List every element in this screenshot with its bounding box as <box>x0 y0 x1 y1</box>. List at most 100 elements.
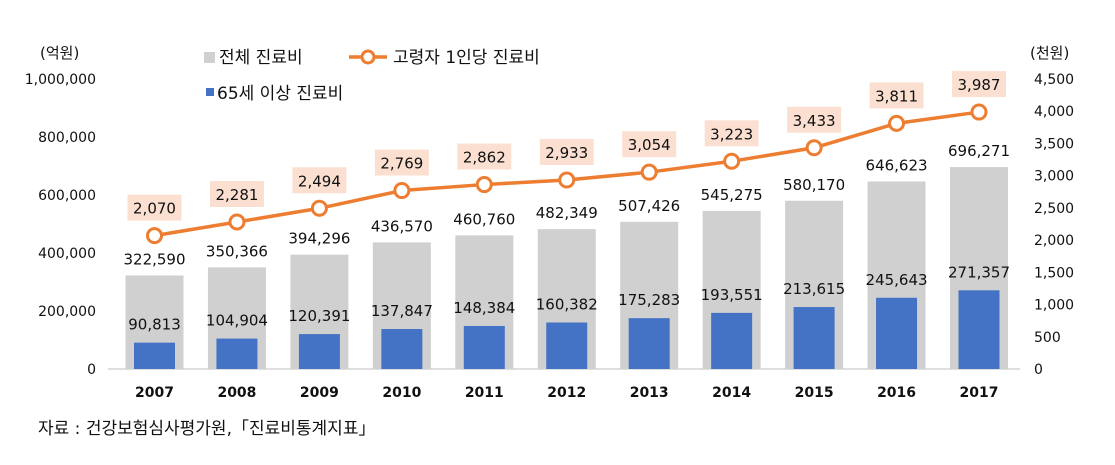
line-point-label: 2,494 <box>298 172 341 190</box>
y-right-tick-label: 3,500 <box>1034 136 1074 152</box>
line-label-box <box>127 194 182 221</box>
line-point <box>888 114 906 132</box>
line-point-label: 3,987 <box>958 76 1001 94</box>
y-left-unit: (억원) <box>40 44 79 62</box>
bar-total-label: 646,623 <box>866 156 928 174</box>
line-point-label: 2,933 <box>545 144 588 162</box>
line-point-label: 3,433 <box>793 112 836 130</box>
bar-total-label: 507,426 <box>618 197 680 215</box>
x-tick-label: 2015 <box>795 385 834 401</box>
bar-elderly-label: 213,615 <box>783 280 845 298</box>
legend-label-line: 고령자 1인당 진료비 <box>393 48 540 68</box>
x-tick-label: 2014 <box>712 385 751 401</box>
bar-elderly <box>463 325 505 369</box>
line-point-label: 2,070 <box>133 200 176 218</box>
y-right-tick-label: 0 <box>1034 362 1043 378</box>
x-tick-label: 2013 <box>630 385 669 401</box>
x-tick-label: 2012 <box>547 385 586 401</box>
line-label-box <box>292 167 347 194</box>
bar-total-label: 482,349 <box>536 204 598 222</box>
line-point <box>723 152 741 170</box>
bar-elderly-label: 90,813 <box>128 316 181 334</box>
bar-total-label: 394,296 <box>288 230 350 248</box>
line-point <box>970 103 988 121</box>
y-right-tick-label: 1,000 <box>1034 298 1074 314</box>
line-point <box>558 171 576 189</box>
legend-label-elderly: 65세 이상 진료비 <box>217 84 343 104</box>
line-point <box>228 213 246 231</box>
y-right-tick-label: 1,500 <box>1034 265 1074 281</box>
y-left-tick-label: 200,000 <box>38 304 96 320</box>
bar-elderly-label: 137,847 <box>371 302 433 320</box>
bar-elderly-label: 160,382 <box>536 295 598 313</box>
x-tick-label: 2017 <box>960 385 999 401</box>
legend-swatch-elderly <box>206 88 214 96</box>
bar-elderly <box>958 290 1000 369</box>
line-point-label: 2,281 <box>215 186 258 204</box>
line-point <box>146 227 163 245</box>
combo-chart: 0 200,000 400,000 600,000 800,000 1,000,000 0 5… <box>25 44 1074 401</box>
bar-elderly-label: 193,551 <box>701 286 763 304</box>
bar-total-label: 696,271 <box>948 142 1010 160</box>
legend-label-total: 전체 진료비 <box>219 48 303 68</box>
y-right-tick-label: 2,500 <box>1034 201 1074 217</box>
bar-elderly <box>628 318 670 369</box>
y-left-tick-label: 400,000 <box>38 246 96 262</box>
bar-elderly-label: 104,904 <box>206 312 268 330</box>
y-right-unit: (천원) <box>1030 44 1069 62</box>
y-right-tick-label: 4,000 <box>1034 104 1074 120</box>
x-tick-label: 2010 <box>382 385 421 401</box>
y-left-tick-label: 600,000 <box>38 188 96 204</box>
bar-total-label: 322,590 <box>123 250 185 268</box>
bar-total-label: 350,366 <box>206 242 268 260</box>
bar-total-label: 580,170 <box>783 176 845 194</box>
bar-total-label: 436,570 <box>371 217 433 235</box>
bar-elderly-label: 175,283 <box>618 291 680 309</box>
y-right-tick-label: 3,000 <box>1034 169 1074 185</box>
x-tick-label: 2008 <box>217 385 256 401</box>
bar-elderly-label: 120,391 <box>288 307 350 325</box>
line-point-label: 2,769 <box>380 155 423 173</box>
y-right-tick-label: 500 <box>1034 330 1061 346</box>
y-right-tick-label: 4,500 <box>1034 72 1074 88</box>
line-label-box <box>622 131 677 158</box>
line-point <box>805 139 823 157</box>
x-tick-label: 2009 <box>300 385 339 401</box>
line-label-box <box>457 143 512 170</box>
bar-elderly <box>381 329 423 369</box>
y-right-tick-label: 2,000 <box>1034 233 1074 249</box>
line-point <box>475 176 493 194</box>
y-left-tick-label: 800,000 <box>38 130 96 146</box>
line-label-box <box>952 71 1006 98</box>
bar-total-label: 545,275 <box>701 186 763 204</box>
line-point-label: 3,054 <box>628 136 671 154</box>
line-point-label: 3,811 <box>875 87 918 105</box>
bar-elderly <box>546 322 588 369</box>
y-left-tick-label: 1,000,000 <box>25 72 96 88</box>
bar-elderly-label: 148,384 <box>453 299 515 317</box>
line-point <box>393 182 411 200</box>
x-tick-label: 2007 <box>135 385 174 401</box>
legend-swatch-marker <box>360 49 376 65</box>
x-tick-label: 2016 <box>877 385 916 401</box>
bar-elderly <box>876 297 918 369</box>
bar-elderly <box>793 307 835 369</box>
x-tick-label: 2011 <box>465 385 504 401</box>
line-label-box <box>209 181 264 208</box>
bar-elderly <box>134 342 175 369</box>
legend-swatch-total <box>204 52 215 63</box>
bar-total-label: 460,760 <box>453 210 515 228</box>
bar-elderly <box>298 334 340 369</box>
source-note: 자료 : 건강보험심사평가원,「진료비통계지표」 <box>38 419 376 439</box>
line-point-label: 3,223 <box>710 125 753 143</box>
line-point <box>310 199 328 217</box>
line-label-box <box>704 120 759 147</box>
line-label-box <box>374 149 429 176</box>
line-point-label: 2,862 <box>463 149 506 167</box>
bar-elderly <box>216 338 258 369</box>
bar-elderly-label: 245,643 <box>866 271 928 289</box>
bar-elderly-label: 271,357 <box>948 263 1010 281</box>
y-left-tick-label: 0 <box>87 362 96 378</box>
line-point <box>640 163 658 181</box>
line-label-box <box>869 82 924 109</box>
